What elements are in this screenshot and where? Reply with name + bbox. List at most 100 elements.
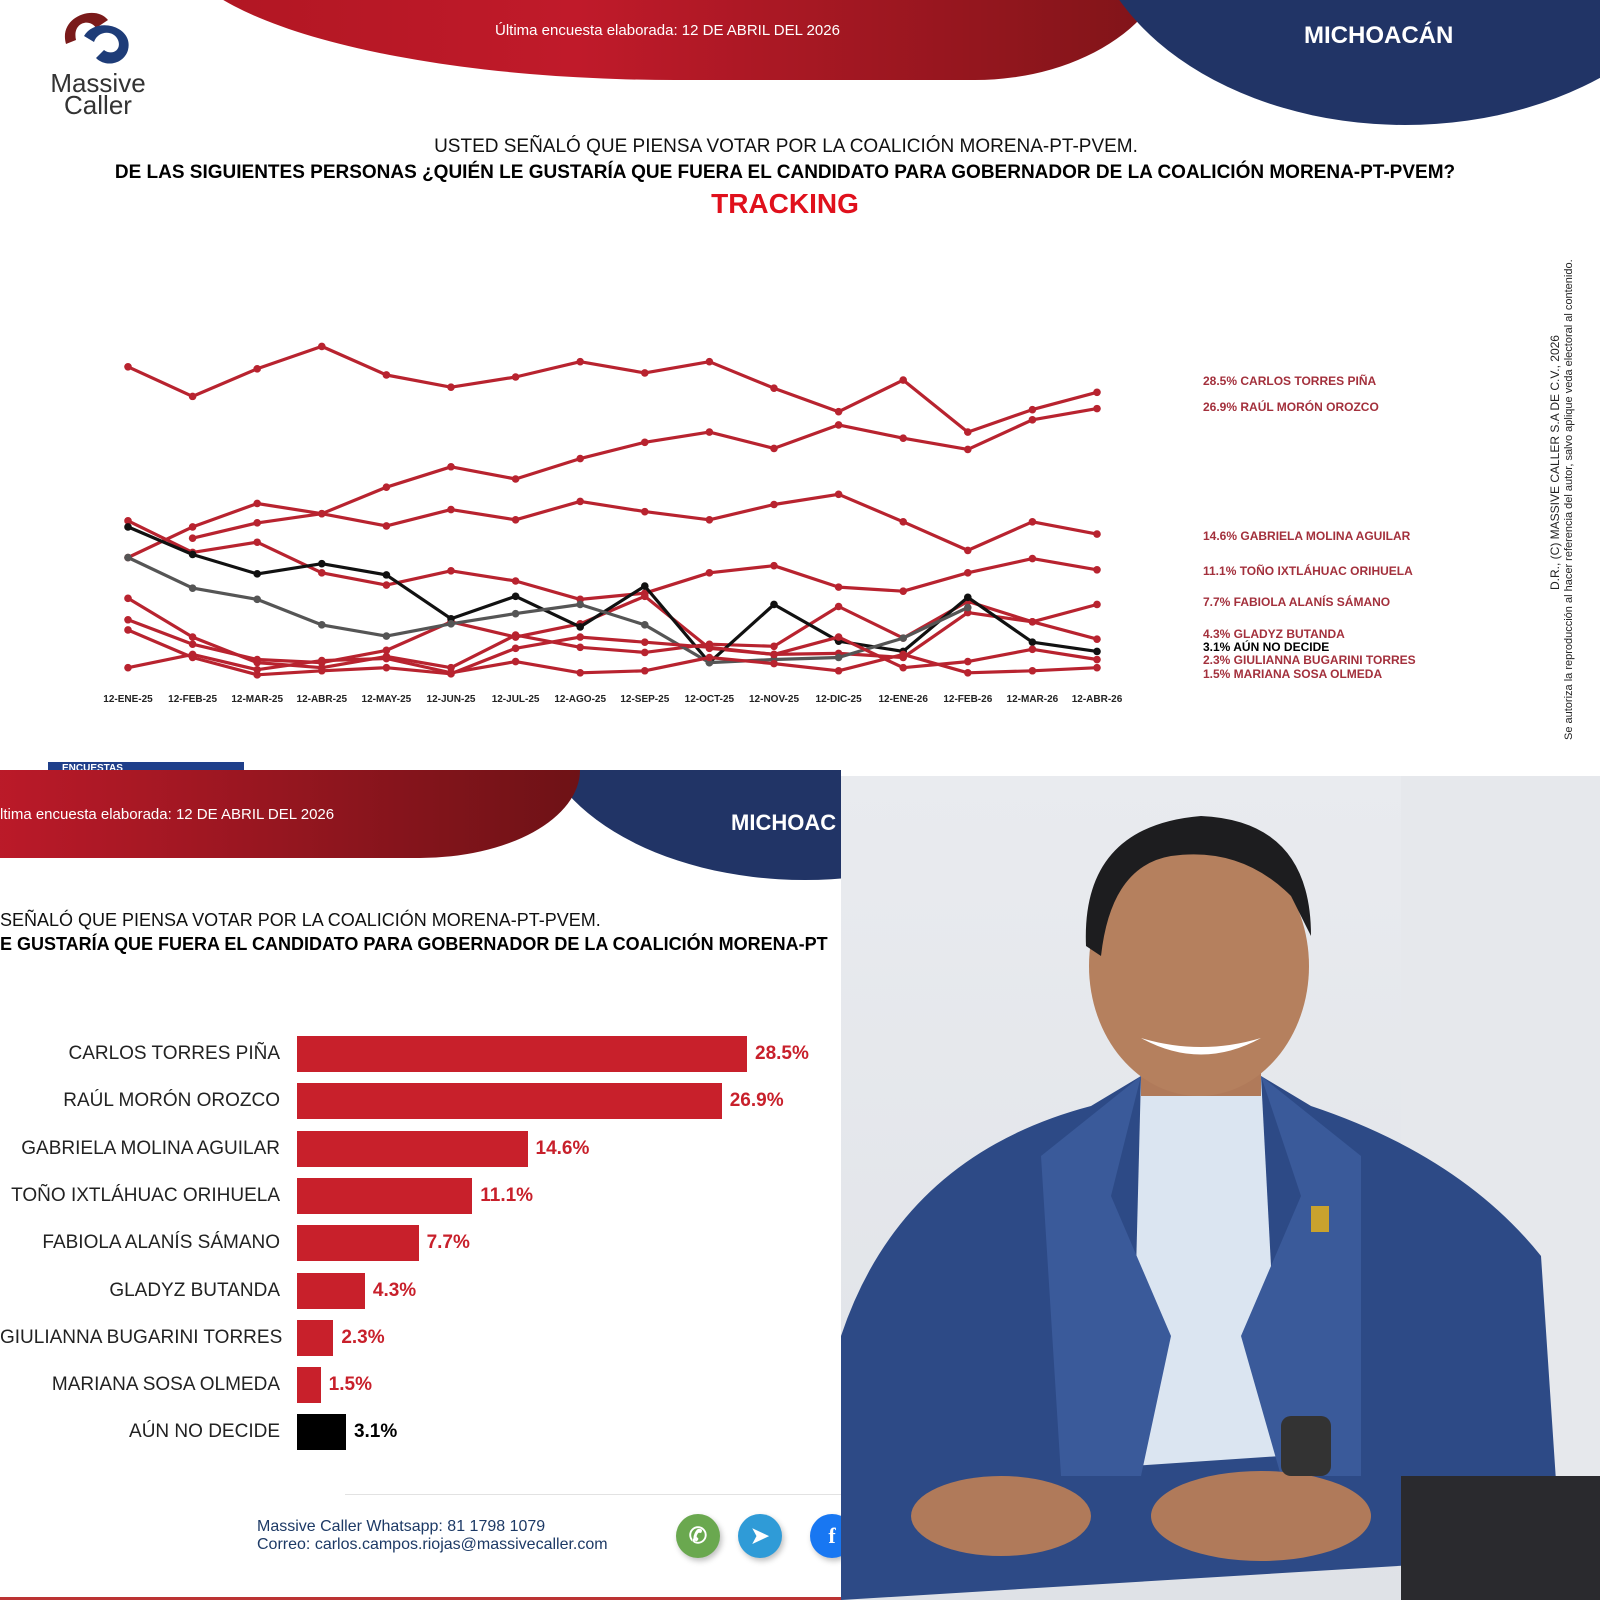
- data-point: [899, 376, 907, 384]
- bar-category-label: GIULIANNA BUGARINI TORRES: [0, 1326, 283, 1348]
- whatsapp-number[interactable]: 81 1798 1079: [447, 1518, 546, 1535]
- legend-item: 28.5% CARLOS TORRES PIÑA: [1203, 374, 1377, 388]
- data-point: [576, 357, 584, 366]
- data-point: [1093, 565, 1101, 574]
- data-point: [1093, 663, 1101, 672]
- data-point: [318, 342, 326, 351]
- legend-item: 14.6% GABRIELA MOLINA AGUILAR: [1203, 529, 1411, 543]
- data-point: [770, 444, 778, 453]
- series-gabriela-molina-aguilar: [188, 490, 1101, 555]
- data-point: [899, 518, 907, 526]
- series-ra-l-mor-n-orozco: [124, 404, 1101, 562]
- data-point: [188, 584, 197, 592]
- bar: [297, 1272, 365, 1309]
- data-point: [188, 523, 197, 531]
- data-point: [834, 633, 843, 641]
- bar: [297, 1083, 722, 1120]
- bar-category-label: GLADYZ BUTANDA: [109, 1279, 280, 1301]
- series-to-o-ixtl-huac-orihuela: [124, 517, 1101, 604]
- data-point: [511, 592, 520, 601]
- x-tick-label: 12-NOV-25: [748, 694, 800, 705]
- data-point: [1028, 416, 1037, 424]
- data-point: [770, 642, 778, 651]
- data-point: [1093, 655, 1101, 664]
- bar-category-label: FABIOLA ALANÍS SÁMANO: [42, 1232, 280, 1254]
- x-tick-label: 12-OCT-25: [684, 694, 735, 705]
- data-point: [964, 657, 972, 666]
- data-point: [1028, 638, 1037, 646]
- header-red-band: [0, 770, 580, 858]
- footer-divider: [345, 1494, 841, 1495]
- data-point: [382, 632, 391, 640]
- data-point: [964, 445, 972, 454]
- whatsapp-icon[interactable]: ✆: [676, 1514, 720, 1558]
- x-tick-label: 12-MAY-25: [361, 694, 412, 705]
- bar-value-label: 11.1%: [480, 1184, 534, 1206]
- series-carlos-torres-pi-a: [124, 342, 1101, 436]
- data-point: [124, 523, 132, 531]
- data-point: [899, 663, 907, 672]
- legend-item: 2.3% GIULIANNA BUGARINI TORRES: [1203, 653, 1416, 667]
- data-point: [641, 438, 649, 447]
- data-point: [318, 569, 326, 577]
- data-point: [964, 569, 972, 577]
- data-point: [447, 505, 455, 514]
- series-line: [127, 519, 1098, 601]
- data-point: [1028, 666, 1037, 675]
- data-point: [770, 600, 778, 609]
- x-tick-label: 12-DIC-25: [815, 694, 862, 705]
- data-point: [1028, 554, 1037, 563]
- data-point: [770, 659, 778, 668]
- data-point: [124, 363, 132, 371]
- bar-value-label: 26.9%: [729, 1090, 784, 1112]
- data-point: [705, 516, 714, 524]
- data-point: [576, 600, 584, 609]
- data-point: [124, 553, 132, 562]
- logo-line2: Caller: [64, 90, 132, 120]
- data-point: [576, 497, 584, 506]
- email-label: Correo:: [257, 1536, 311, 1553]
- series-line: [127, 344, 1098, 434]
- data-point: [318, 621, 326, 629]
- question-line2: E GUSTARÍA QUE FUERA EL CANDIDATO PARA G…: [0, 934, 828, 954]
- bar-category-label: CARLOS TORRES PIÑA: [68, 1043, 280, 1064]
- data-point: [382, 371, 391, 379]
- data-point: [188, 650, 197, 659]
- data-point: [770, 500, 778, 509]
- x-tick-label: 12-SEP-25: [620, 694, 670, 705]
- question-line2: DE LAS SIGUIENTES PERSONAS ¿QUIÉN LE GUS…: [114, 162, 1456, 183]
- data-point: [1093, 388, 1101, 397]
- data-point: [1028, 618, 1037, 626]
- data-point: [705, 653, 714, 662]
- facebook-icon[interactable]: f: [810, 1514, 841, 1558]
- data-point: [770, 384, 778, 393]
- telegram-icon[interactable]: ➤: [738, 1514, 782, 1558]
- region-title: MICHOAC: [731, 810, 837, 835]
- bar-category-label: AÚN NO DECIDE: [129, 1421, 280, 1443]
- series-line: [127, 556, 969, 665]
- series-unlabeled-7: [124, 553, 972, 667]
- data-point: [124, 517, 132, 525]
- footer-email: Correo: carlos.campos.riojas@massivecall…: [257, 1536, 608, 1554]
- bar-value-label: 3.1%: [353, 1421, 398, 1443]
- data-point: [511, 644, 520, 653]
- x-tick-label: 12-ABR-26: [1071, 694, 1123, 705]
- data-point: [382, 654, 391, 663]
- x-tick-label: 12-FEB-25: [168, 694, 218, 705]
- data-point: [511, 633, 520, 641]
- series-line: [127, 407, 1098, 559]
- bar-category-label: RAÚL MORÓN OROZCO: [63, 1090, 280, 1112]
- series-line: [127, 594, 1098, 665]
- bar-value-label: 28.5%: [755, 1043, 809, 1064]
- data-point: [1028, 645, 1037, 654]
- data-point: [253, 538, 261, 547]
- data-point: [188, 640, 197, 649]
- data-point: [576, 669, 584, 677]
- data-point: [834, 653, 843, 662]
- data-point: [705, 357, 714, 366]
- data-point: [124, 663, 132, 672]
- email-link[interactable]: carlos.campos.riojas@massivecaller.com: [314, 1536, 608, 1553]
- data-point: [1093, 530, 1101, 538]
- data-point: [1093, 635, 1101, 643]
- bar: [297, 1414, 346, 1451]
